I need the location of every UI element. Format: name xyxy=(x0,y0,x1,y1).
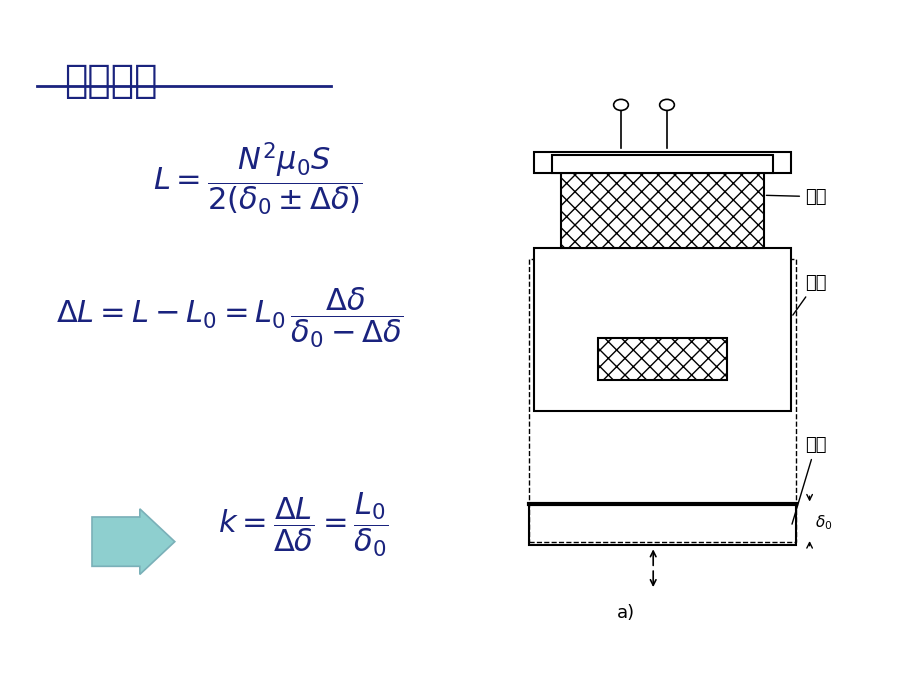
FancyBboxPatch shape xyxy=(528,504,795,545)
FancyBboxPatch shape xyxy=(597,338,726,380)
Text: $L = \dfrac{N^2\mu_0 S}{2(\delta_0 \pm \Delta\delta)}$: $L = \dfrac{N^2\mu_0 S}{2(\delta_0 \pm \… xyxy=(153,141,362,218)
Text: $\Delta L = L - L_0 = L_0\,\dfrac{\Delta\delta}{\delta_0 - \Delta\delta}$: $\Delta L = L - L_0 = L_0\,\dfrac{\Delta… xyxy=(56,285,403,350)
Text: $k = \dfrac{\Delta L}{\Delta\delta} = \dfrac{L_0}{\delta_0}$: $k = \dfrac{\Delta L}{\Delta\delta} = \d… xyxy=(218,490,389,559)
Text: 变气隙型: 变气隙型 xyxy=(64,62,158,100)
Text: a): a) xyxy=(616,604,634,622)
FancyBboxPatch shape xyxy=(551,155,772,172)
Text: 衔铁: 衔铁 xyxy=(791,436,825,524)
FancyBboxPatch shape xyxy=(561,172,763,248)
Polygon shape xyxy=(92,509,175,574)
FancyBboxPatch shape xyxy=(533,248,790,411)
Bar xyxy=(528,259,795,542)
Circle shape xyxy=(613,99,628,110)
Text: $\delta_0$: $\delta_0$ xyxy=(814,513,832,533)
Text: 线圈: 线圈 xyxy=(766,188,825,206)
Text: 铁心: 铁心 xyxy=(792,274,825,315)
FancyBboxPatch shape xyxy=(588,314,735,397)
Circle shape xyxy=(659,99,674,110)
FancyBboxPatch shape xyxy=(533,152,790,172)
